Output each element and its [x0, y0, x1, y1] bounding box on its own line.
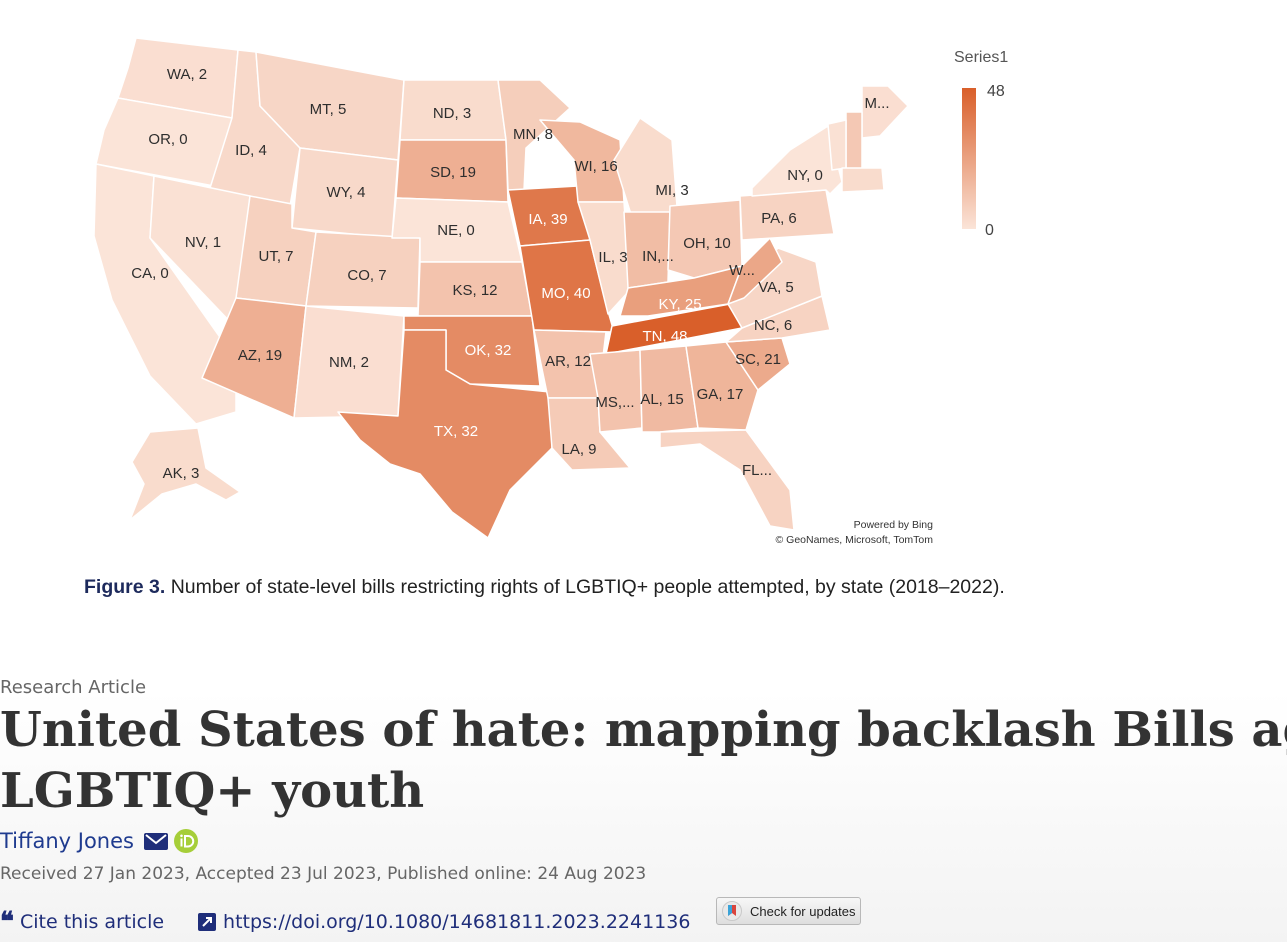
state-label-ut: UT, 7	[258, 248, 293, 265]
article-actions: ❝ Cite this article https://doi.org/10.1…	[0, 908, 690, 936]
legend-title: Series1	[954, 49, 1008, 66]
state-label-sc: SC, 21	[735, 351, 781, 368]
state-label-oh: OH, 10	[683, 235, 731, 252]
state-label-co: CO, 7	[347, 267, 386, 284]
state-label-tx: TX, 32	[434, 423, 478, 440]
figure-caption: Figure 3. Number of state-level bills re…	[84, 573, 1016, 601]
state-label-mt: MT, 5	[310, 101, 347, 118]
doi-label: https://doi.org/10.1080/14681811.2023.22…	[223, 911, 691, 933]
state-label-or: OR, 0	[148, 131, 187, 148]
state-shape-or	[95, 97, 233, 187]
state-label-me: M...	[865, 95, 890, 112]
state-label-mi: MI, 3	[655, 182, 688, 199]
state-label-nm: NM, 2	[329, 354, 369, 371]
state-label-nv: NV, 1	[185, 234, 221, 251]
state-label-ms: MS,...	[595, 394, 634, 411]
legend-min: 0	[985, 222, 994, 239]
state-label-ga: GA, 17	[697, 386, 744, 403]
state-label-ok: OK, 32	[465, 342, 512, 359]
state-shape-mo	[519, 239, 615, 333]
author-row: Tiffany Jones	[0, 826, 198, 856]
state-shape-ne6	[841, 167, 885, 193]
orcid-icon[interactable]	[173, 829, 198, 853]
state-label-ne: NE, 0	[437, 222, 475, 239]
legend-color-scale	[962, 88, 976, 229]
envelope-icon[interactable]	[143, 832, 168, 850]
legend: Series1 48 0	[954, 49, 1008, 239]
state-label-fl: FL...	[742, 462, 772, 479]
doi-link[interactable]: https://doi.org/10.1080/14681811.2023.22…	[198, 911, 690, 933]
state-shape-ak	[129, 427, 241, 521]
cite-article-label: Cite this article	[20, 911, 165, 933]
state-label-pa: PA, 6	[761, 210, 797, 227]
check-for-updates-button[interactable]: Check for updates	[716, 897, 861, 925]
author-link[interactable]: Tiffany Jones	[0, 829, 134, 853]
figure-number: Figure 3.	[84, 576, 166, 598]
article-title: United States of hate: mapping backlash …	[0, 700, 1287, 822]
quote-icon: ❝	[0, 907, 14, 937]
state-label-wy: WY, 4	[327, 184, 366, 201]
state-label-wa: WA, 2	[167, 66, 207, 83]
crossmark-icon	[722, 901, 742, 921]
figure-3: WA, 2 OR, 0 CA, 0 ID, 4 NV, 1 MT, 5 WY, 4 UT, 7…	[93, 37, 1008, 546]
state-shape-ny	[751, 125, 843, 197]
check-for-updates-label: Check for updates	[750, 903, 856, 919]
state-label-va: VA, 5	[758, 279, 794, 296]
state-label-in: IN,...	[642, 248, 674, 265]
state-label-mn: MN, 8	[513, 126, 553, 143]
state-shape-vt	[827, 119, 847, 171]
state-label-ky: KY, 25	[658, 296, 701, 313]
map-credit-geonames: © GeoNames, Microsoft, TomTom	[776, 534, 934, 546]
state-label-ak: AK, 3	[163, 465, 200, 482]
state-shape-al	[639, 345, 699, 433]
state-label-ia: IA, 39	[528, 211, 567, 228]
state-label-al: AL, 15	[640, 391, 683, 408]
state-label-il: IL, 3	[598, 249, 627, 266]
state-label-id: ID, 4	[235, 142, 267, 159]
state-shape-me	[861, 85, 909, 139]
state-label-tn: TN, 48	[642, 328, 687, 345]
cite-article-link[interactable]: ❝ Cite this article	[0, 907, 165, 937]
state-label-ny: NY, 0	[787, 167, 823, 184]
state-shape-tx	[337, 329, 553, 539]
state-labels-layer: WA, 2 OR, 0 CA, 0 ID, 4 NV, 1 MT, 5 WY, 4 UT, 7…	[131, 66, 889, 482]
state-label-ar: AR, 12	[545, 353, 591, 370]
state-label-wv: W...	[729, 262, 755, 279]
state-shape-ms	[589, 349, 643, 433]
state-label-nc: NC, 6	[754, 317, 792, 334]
state-label-ks: KS, 12	[452, 282, 497, 299]
state-shape-wv	[727, 237, 783, 305]
publication-dates: Received 27 Jan 2023, Accepted 23 Jul 20…	[0, 864, 647, 884]
figure-caption-text: Number of state-level bills restricting …	[165, 576, 1005, 598]
state-label-sd: SD, 19	[430, 164, 476, 181]
article-title-line1: United States of hate: mapping backlash …	[0, 702, 1287, 758]
state-shape-mn	[497, 79, 571, 191]
state-label-mo: MO, 40	[541, 285, 590, 302]
state-label-wi: WI, 16	[574, 158, 617, 175]
state-label-az: AZ, 19	[238, 347, 282, 364]
state-shape-il	[577, 201, 631, 315]
state-label-la: LA, 9	[561, 441, 596, 458]
external-link-icon	[198, 913, 217, 931]
article-type: Research Article	[0, 677, 147, 698]
state-label-ca: CA, 0	[131, 265, 169, 282]
legend-max: 48	[987, 83, 1005, 100]
state-shape-nh	[845, 111, 863, 171]
choropleth-map: WA, 2 OR, 0 CA, 0 ID, 4 NV, 1 MT, 5 WY, 4 UT, 7…	[93, 37, 1008, 546]
states-layer	[93, 37, 909, 539]
state-shape-fl	[659, 429, 795, 531]
article-title-line2: LGBTIQ+ youth	[0, 763, 425, 819]
map-credit-bing: Powered by Bing	[854, 519, 934, 531]
state-label-nd: ND, 3	[433, 105, 471, 122]
